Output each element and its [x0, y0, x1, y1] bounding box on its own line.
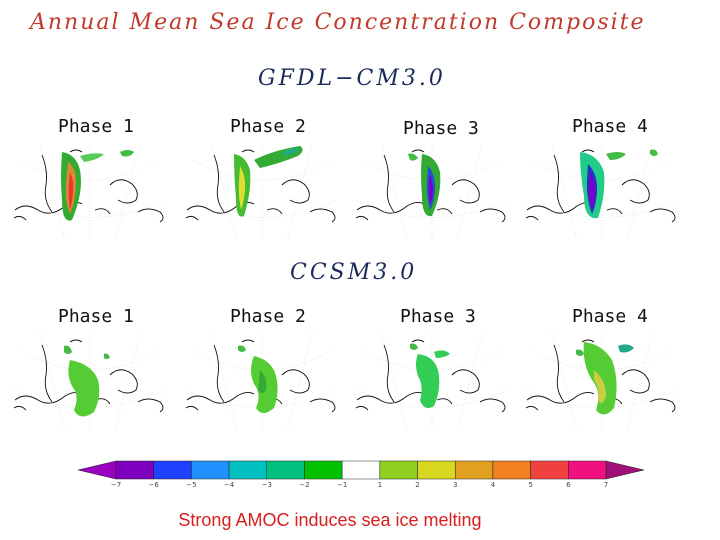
figure-title: Annual Mean Sea Ice Concentration Compos…: [30, 10, 646, 35]
ccsm-phase-3-label: Phase 3: [400, 306, 476, 327]
colorbar-segment: [228, 460, 268, 480]
colorbar-segment: [417, 460, 456, 480]
colorbar-segment: [530, 460, 569, 480]
colorbar-segment: [454, 460, 494, 480]
colorbar-tick-label: 4: [490, 481, 496, 489]
colorbar-tick-label: 2: [415, 481, 420, 489]
ccsm-phase-4-label: Phase 4: [572, 306, 648, 327]
colorbar-segment: [568, 460, 607, 480]
ccsm-phase-1-label: Phase 1: [58, 306, 134, 327]
colorbar-tick-labels: −7 −6 −5 −4 −3 −2 −1 1 2 3 4 5 6 7: [78, 481, 644, 491]
gfdl-phase-1-map: [10, 140, 170, 245]
model-label-ccsm: CCSM3.0: [290, 260, 418, 285]
colorbar-segment: [153, 460, 192, 480]
colorbar-arrow-left: [78, 460, 117, 480]
caption: Strong AMOC induces sea ice melting: [178, 510, 482, 530]
colorbar-tick-label: 1: [377, 481, 383, 489]
gfdl-phase-4-map: [522, 140, 682, 245]
colorbar-tick-label: −1: [336, 481, 348, 489]
ccsm-phase-2-map: [182, 330, 342, 435]
colorbar-tick-label: 5: [528, 481, 533, 489]
colorbar-arrow-right: [605, 460, 644, 480]
colorbar-tick-label: −4: [223, 481, 235, 489]
colorbar-tick-label: 7: [603, 481, 609, 489]
colorbar-tick-label: 3: [452, 481, 458, 489]
gfdl-phase-2-map: [182, 140, 342, 245]
gfdl-phase-3-map: [352, 140, 512, 245]
gfdl-phase-3-label: Phase 3: [403, 118, 479, 139]
colorbar-tick-label: −6: [148, 481, 159, 489]
colorbar-tick-label: −5: [186, 481, 197, 489]
gfdl-phase-2-label: Phase 2: [230, 116, 306, 137]
colorbar-segment: [492, 460, 531, 480]
gfdl-phase-4-label: Phase 4: [572, 116, 648, 137]
colorbar-segment: [341, 460, 381, 480]
colorbar-tick-label: −3: [261, 481, 272, 489]
colorbar-tick-label: −7: [110, 481, 122, 489]
ccsm-phase-4-map: [522, 330, 682, 435]
colorbar: [78, 460, 644, 480]
model-label-gfdl: GFDL−CM3.0: [258, 66, 446, 91]
colorbar-tick-label: 6: [566, 481, 571, 489]
colorbar-segment: [191, 460, 230, 480]
colorbar-segment: [266, 460, 305, 480]
colorbar-segment: [115, 460, 154, 480]
colorbar-segment: [304, 460, 343, 480]
ccsm-phase-2-label: Phase 2: [230, 306, 306, 327]
gfdl-phase-1-label: Phase 1: [58, 116, 134, 137]
colorbar-tick-label: −2: [299, 481, 310, 489]
ccsm-phase-3-map: [352, 330, 512, 435]
ccsm-phase-1-map: [10, 330, 170, 435]
colorbar-segment: [379, 460, 418, 480]
